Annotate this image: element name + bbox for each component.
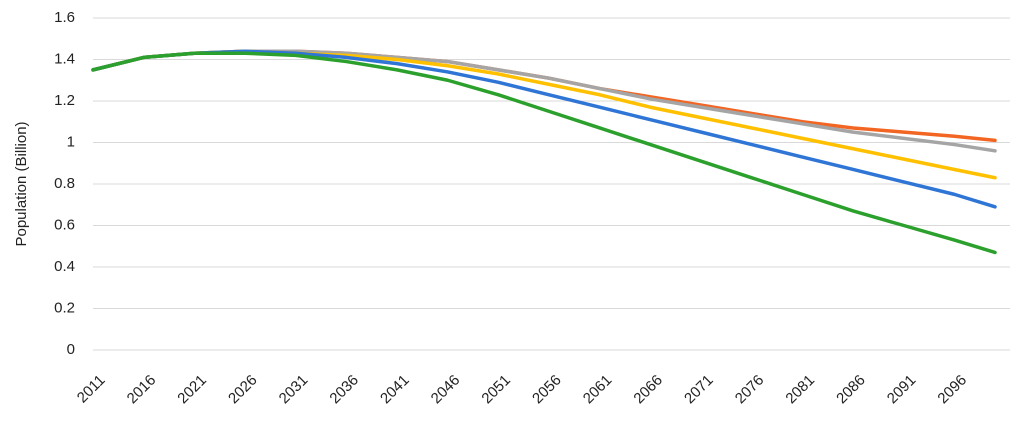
y-tick-label: 0.6 [54, 216, 75, 233]
x-tick-label: 2026 [225, 372, 261, 408]
x-tick-label: 2056 [529, 372, 565, 408]
series-line [91, 51, 997, 255]
y-tick-label: 0 [67, 341, 75, 358]
y-axis-label: Population (Billion) [13, 121, 30, 246]
y-tick-label: 0.4 [54, 258, 75, 275]
x-tick-label: 2051 [478, 372, 514, 408]
y-tick-label: 0.8 [54, 175, 75, 192]
series-line [91, 49, 997, 143]
x-tick-label: 2021 [174, 372, 210, 408]
x-tick-label: 2071 [681, 372, 717, 408]
y-tick-label: 1 [67, 133, 75, 150]
x-tick-label: 2081 [782, 372, 818, 408]
x-tick-label: 2086 [833, 372, 869, 408]
x-tick-label: 2096 [934, 372, 970, 408]
x-tick-label: 2076 [732, 372, 768, 408]
x-tick-label: 2031 [276, 372, 312, 408]
y-tick-label: 1.4 [54, 50, 75, 67]
x-tick-label: 2046 [428, 372, 464, 408]
y-tick-label: 0.2 [54, 299, 75, 316]
y-tick-label: 1.6 [54, 9, 75, 26]
x-tick-label: 2011 [74, 372, 109, 407]
x-tick-label: 2091 [884, 372, 920, 408]
x-tick-label: 2061 [580, 372, 616, 408]
x-tick-label: 2041 [377, 372, 413, 408]
x-tick-label: 2016 [124, 372, 160, 408]
y-tick-label: 1.2 [54, 92, 75, 109]
series-line [91, 49, 997, 209]
x-tick-label: 2036 [326, 372, 362, 408]
x-tick-label: 2066 [630, 372, 666, 408]
series-line [91, 49, 997, 180]
